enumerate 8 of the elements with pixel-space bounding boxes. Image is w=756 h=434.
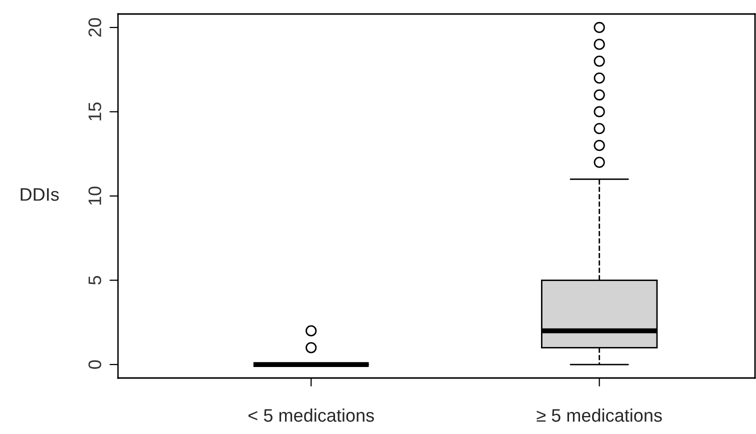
y-tick-label: 20: [88, 18, 102, 37]
x-tick-label: ≥ 5 medications: [536, 408, 662, 422]
y-axis-title: DDIs: [20, 188, 59, 201]
y-tick-label: 15: [88, 102, 102, 120]
y-tick-label: 10: [88, 186, 102, 205]
y-tick-label: 5: [88, 276, 102, 285]
x-tick-label: < 5 medications: [248, 408, 374, 422]
y-tick-label: 0: [88, 360, 102, 369]
